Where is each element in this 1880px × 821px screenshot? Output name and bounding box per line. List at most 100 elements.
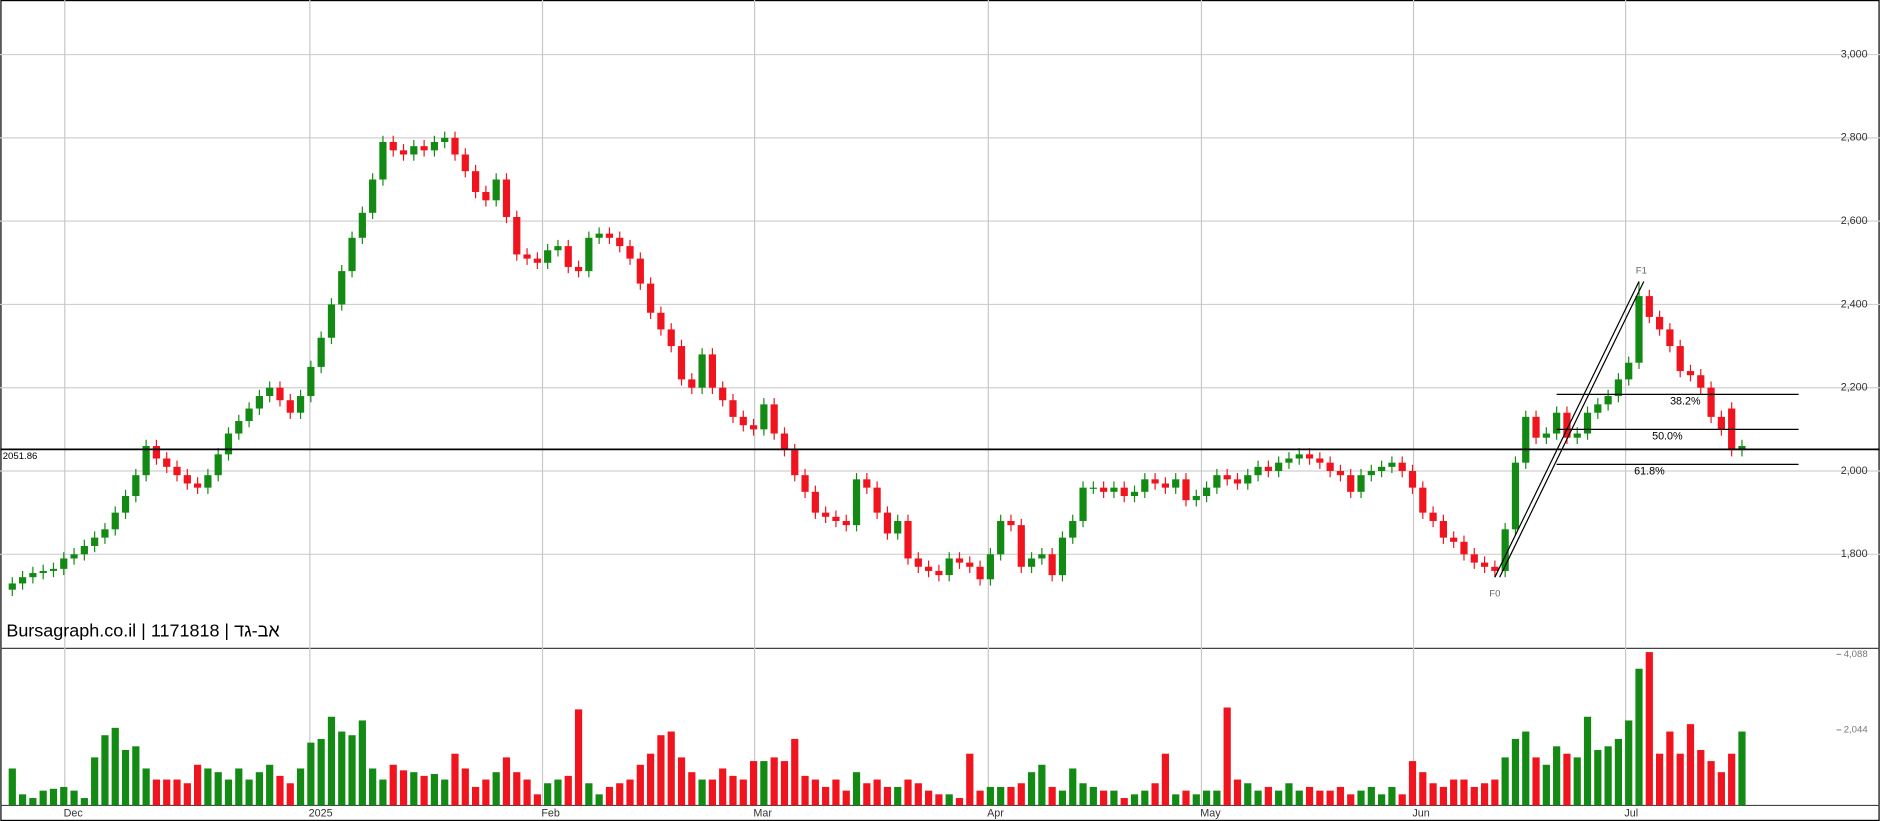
volume-bar [1007, 786, 1015, 806]
candle-body [430, 142, 439, 151]
candle-body [389, 142, 397, 151]
candle-body [194, 483, 202, 488]
candle-body [1707, 387, 1715, 417]
volume-bar [935, 794, 943, 806]
volume-bar [544, 783, 552, 806]
volume-bar [976, 790, 984, 806]
volume-bar [883, 786, 892, 806]
watermark: Bursagraph.co.il | 1171818 | אב-גד [6, 620, 280, 640]
volume-bar [348, 735, 356, 806]
candle-body [1069, 520, 1077, 538]
volume-bar [1480, 783, 1489, 806]
volume-bar [1120, 798, 1128, 806]
x-tick-label: Mar [753, 808, 772, 820]
volume-bar [1388, 786, 1396, 806]
volume-bar [29, 798, 37, 806]
volume-bar [904, 779, 912, 806]
volume-bar [1625, 720, 1633, 806]
volume-bar [286, 783, 294, 806]
volume-bar [1027, 772, 1036, 806]
volume-bar [1604, 746, 1612, 806]
volume-bar [1460, 779, 1468, 806]
candle-body [276, 387, 284, 401]
volume-bar [1655, 753, 1664, 806]
candle-body [1202, 487, 1211, 496]
candle-body [811, 491, 819, 513]
candle-body [327, 304, 336, 338]
candle-body [60, 558, 68, 569]
volume-bar [173, 779, 181, 806]
volume-bar [91, 757, 99, 806]
volume-bar [1192, 794, 1200, 806]
candle-body [698, 354, 706, 388]
candle-body [1141, 479, 1149, 492]
candle-body [1172, 479, 1180, 488]
volume-bar [1501, 757, 1509, 806]
volume-bar [1532, 757, 1540, 806]
candle-body [80, 545, 88, 555]
volume-bar [945, 794, 953, 806]
volume-tick-label: 4,088 [1844, 649, 1868, 660]
volume-bar [235, 768, 243, 806]
candle-body [1192, 495, 1200, 501]
candle-body [647, 283, 655, 313]
volume-bar [873, 779, 881, 806]
volume-bar [152, 779, 161, 806]
volume-bar [914, 783, 922, 806]
volume-bar [358, 720, 366, 806]
volume-bar [1367, 786, 1375, 806]
candle-body [18, 577, 27, 584]
candle-body [1130, 491, 1139, 496]
candle-body [852, 479, 861, 526]
x-tick-label: Apr [987, 808, 1004, 820]
candle-body [1275, 462, 1283, 472]
candle-body [348, 237, 356, 272]
volume-bar [894, 786, 902, 806]
fib-level-label: 61.8% [1634, 465, 1665, 477]
volume-bar [1666, 731, 1674, 806]
volume-bar [1686, 724, 1695, 806]
volume-bar [307, 742, 315, 806]
volume-bar [523, 779, 531, 806]
volume-bar [1254, 790, 1262, 806]
volume-bar [636, 764, 644, 806]
candle-body [533, 258, 541, 263]
volume-bar [1130, 794, 1139, 806]
candle-body [1666, 329, 1674, 347]
volume-bar [1408, 761, 1417, 806]
volume-bar [657, 735, 665, 806]
volume-bar [966, 753, 974, 806]
candle-body [677, 346, 686, 380]
volume-bar [1583, 716, 1592, 806]
candle-body [49, 568, 58, 571]
volume-bar [822, 786, 830, 806]
candle-body [986, 554, 994, 580]
volume-bar [1635, 668, 1643, 806]
volume-bar [1069, 768, 1077, 806]
volume-bar [1522, 731, 1530, 806]
candle-body [1357, 475, 1365, 492]
candle-body [935, 570, 943, 576]
volume-bar [811, 779, 819, 806]
candle-body [1264, 466, 1272, 472]
candle-body [595, 233, 603, 238]
candle-body [420, 146, 428, 151]
candle-body [544, 250, 552, 263]
volume-bar [739, 779, 747, 806]
candle-body [1542, 433, 1550, 438]
volume-bar [18, 794, 27, 806]
candle-body [1120, 487, 1128, 496]
volume-bar [1161, 753, 1170, 806]
volume-bar [1244, 783, 1252, 806]
volume-bar [70, 790, 78, 806]
fib-level-label: 50.0% [1652, 430, 1683, 442]
volume-bar [955, 798, 964, 806]
candle-body [1614, 379, 1623, 397]
candle-body [1491, 566, 1499, 571]
candle-body [8, 583, 16, 590]
candle-body [1213, 475, 1221, 488]
volume-bar [410, 772, 418, 806]
volume-bar [925, 790, 933, 806]
volume-bar [863, 783, 871, 806]
volume-bar [471, 786, 480, 806]
